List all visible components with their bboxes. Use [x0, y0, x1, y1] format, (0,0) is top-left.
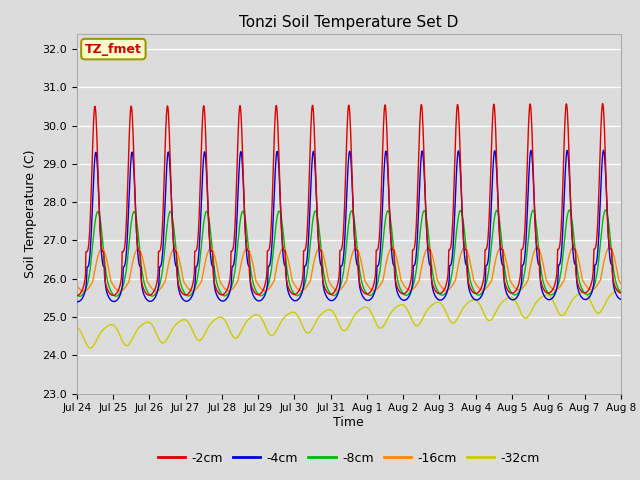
Text: TZ_fmet: TZ_fmet — [85, 43, 142, 56]
X-axis label: Time: Time — [333, 416, 364, 429]
Title: Tonzi Soil Temperature Set D: Tonzi Soil Temperature Set D — [239, 15, 458, 30]
Legend: -2cm, -4cm, -8cm, -16cm, -32cm: -2cm, -4cm, -8cm, -16cm, -32cm — [153, 447, 545, 469]
Y-axis label: Soil Temperature (C): Soil Temperature (C) — [24, 149, 36, 278]
